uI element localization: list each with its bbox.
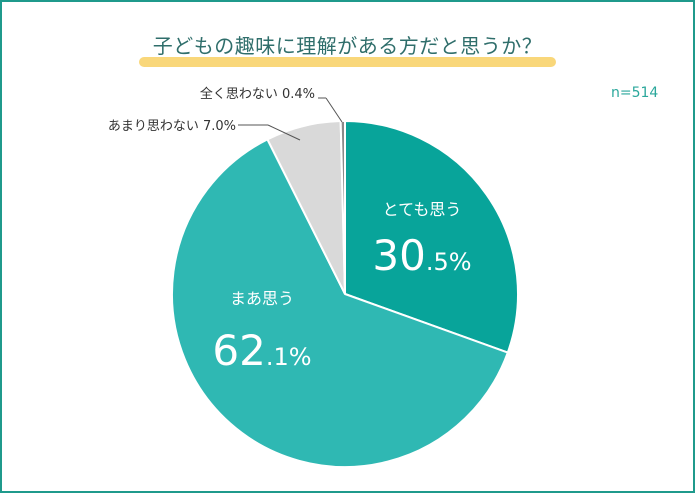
slice-label-maa: まあ思う xyxy=(230,289,294,308)
title-highlight xyxy=(138,57,557,67)
pie-labels: とても思う 30.5% まあ思う 62.1% あまり思わない 7.0% 全く思わない 0.… xyxy=(108,86,472,375)
slice-value-maa: 62.1% xyxy=(212,326,311,375)
pie-slice xyxy=(344,119,519,354)
sample-size-label: n=514 xyxy=(611,85,659,101)
chart-title: 子どもの趣味に理解がある方だと思うか？ xyxy=(138,26,557,67)
leader-line-amari-diag xyxy=(267,124,301,141)
slice-label-amari: あまり思わない 7.0% xyxy=(108,119,236,134)
pie-slice xyxy=(171,138,510,468)
slice-value-totemo: 30.5% xyxy=(372,231,471,280)
slice-label-totemo: とても思う xyxy=(383,200,462,219)
leader-line-mattaku-diag xyxy=(325,97,343,123)
slice-label-mattaku: 全く思わない 0.4% xyxy=(200,86,315,102)
title-wrap: 子どもの趣味に理解がある方だと思うか？ xyxy=(2,26,693,67)
pie-slices xyxy=(171,119,519,468)
pie-slice xyxy=(339,119,346,295)
chart-title-text: 子どもの趣味に理解がある方だと思うか？ xyxy=(152,34,543,58)
